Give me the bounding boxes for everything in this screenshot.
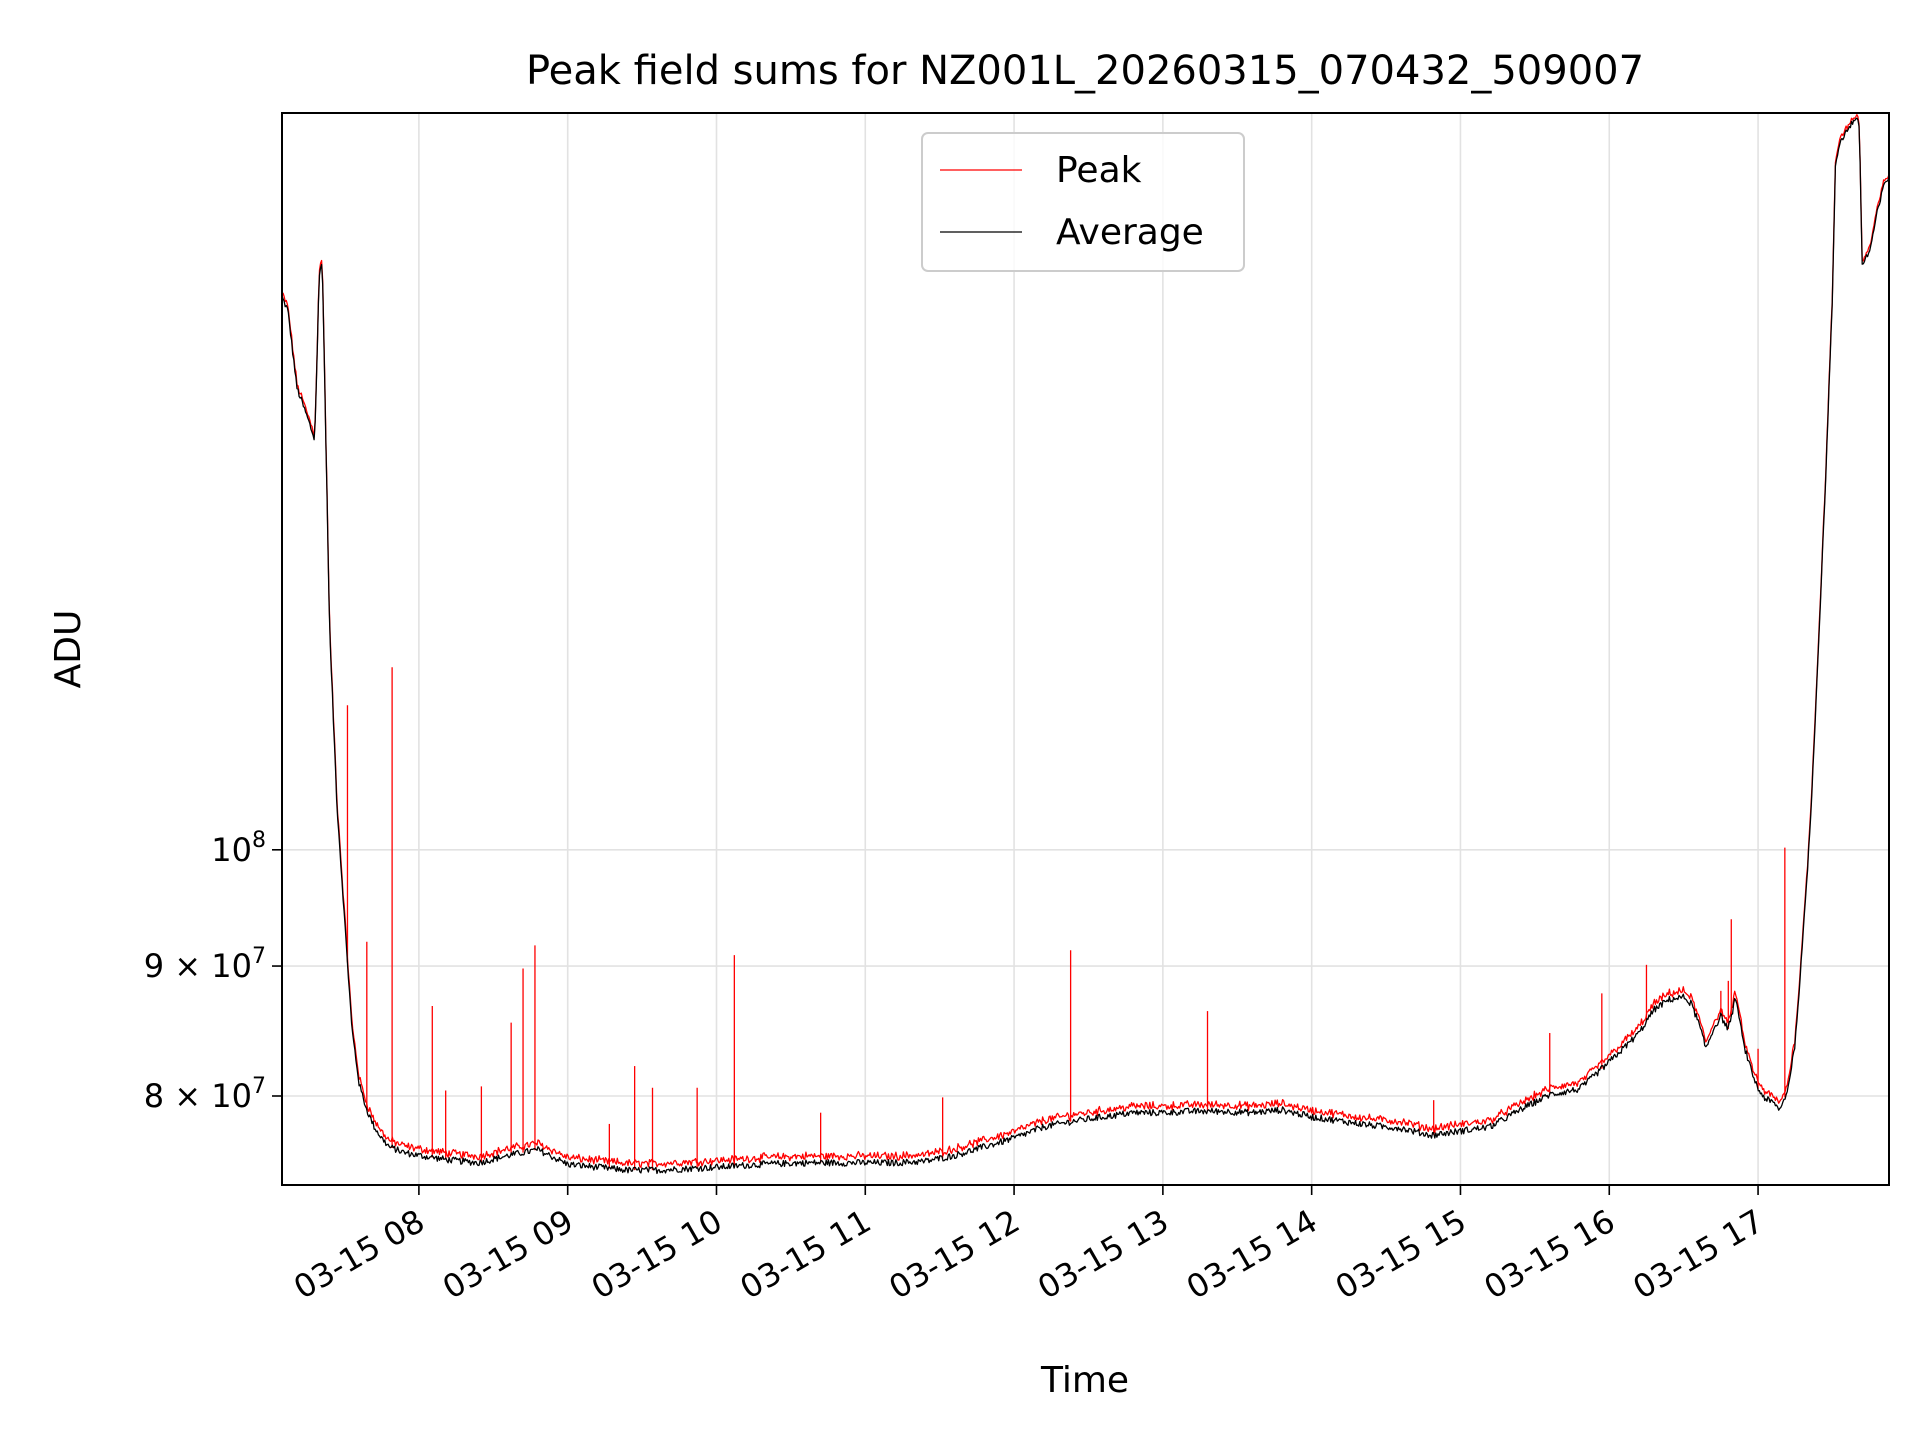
y-tick-base: 10 — [211, 947, 252, 985]
y-tick-label: 9 × 107 — [144, 944, 266, 985]
y-tick-mantissa: 9 × — [144, 947, 212, 985]
series-line-peak — [282, 114, 1889, 1168]
y-tick-base: 10 — [211, 1077, 252, 1115]
y-tick-exponent: 7 — [252, 1074, 266, 1099]
y-tick-exponent: 8 — [252, 828, 266, 853]
legend-label-peak: Peak — [1056, 150, 1142, 191]
y-tick-exponent: 7 — [252, 944, 266, 969]
legend: Peak Average — [921, 132, 1245, 272]
series-line-average — [282, 117, 1889, 1175]
legend-label-average: Average — [1056, 212, 1204, 253]
y-tick-mantissa: 8 × — [144, 1077, 212, 1115]
y-tick-base: 10 — [211, 831, 252, 869]
x-axis-label: Time — [1040, 1360, 1129, 1401]
y-tick-label: 8 × 107 — [144, 1074, 266, 1115]
chart-title: Peak field sums for NZ001L_20260315_0704… — [526, 48, 1644, 94]
y-axis-label: ADU — [48, 610, 89, 689]
axes-frame — [281, 112, 1890, 1186]
grid-layer — [282, 113, 1889, 1185]
y-tick-label: 108 — [211, 828, 266, 869]
legend-box — [921, 132, 1245, 272]
series-layer — [282, 114, 1889, 1175]
